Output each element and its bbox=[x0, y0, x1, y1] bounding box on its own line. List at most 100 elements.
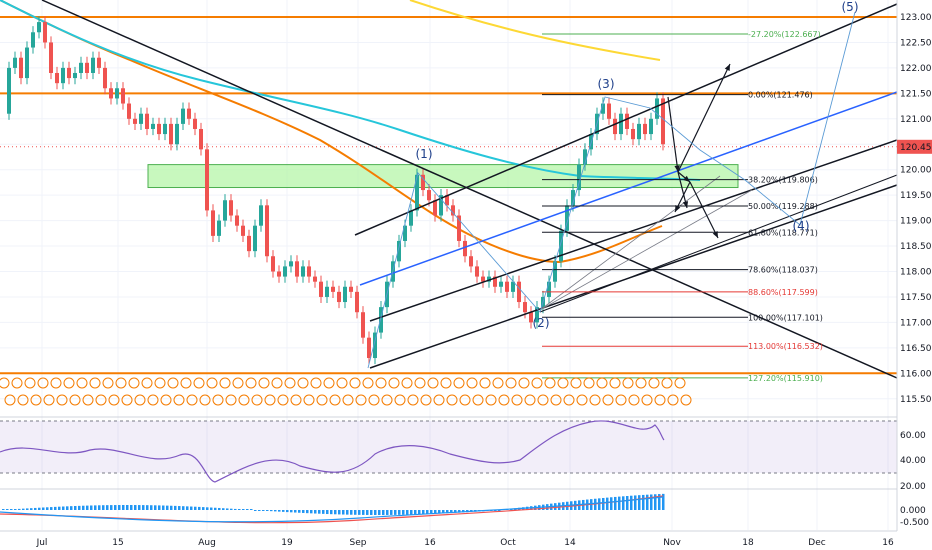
macd-histogram-bar bbox=[654, 494, 657, 510]
price-tick-label: 123.000 bbox=[900, 13, 932, 23]
wave-label-3: (3) bbox=[598, 77, 615, 91]
arrow-head bbox=[724, 64, 730, 71]
candle-body bbox=[403, 225, 407, 241]
event-icon bbox=[537, 394, 549, 406]
candle-body bbox=[133, 118, 137, 124]
event-icon bbox=[303, 394, 315, 406]
grid bbox=[0, 0, 897, 530]
macd-histogram-bar bbox=[358, 510, 361, 515]
candle-body bbox=[415, 174, 419, 211]
macd-histogram-bar bbox=[146, 505, 149, 510]
candle-body bbox=[115, 88, 119, 99]
macd-histogram-bar bbox=[90, 505, 93, 510]
event-icon bbox=[388, 377, 400, 389]
forecast-arrow bbox=[689, 181, 719, 239]
candle-body bbox=[13, 57, 17, 68]
event-icon bbox=[56, 394, 68, 406]
candle-body bbox=[235, 215, 239, 226]
macd-histogram-bar bbox=[386, 510, 389, 515]
macd-tick-label: 0.000 bbox=[900, 506, 926, 516]
event-icon bbox=[277, 394, 289, 406]
candle-body bbox=[421, 174, 425, 191]
candle-body bbox=[493, 276, 497, 287]
candle-body bbox=[49, 42, 53, 73]
event-icons bbox=[0, 377, 692, 406]
candle-body bbox=[559, 230, 563, 262]
macd-histogram-bar bbox=[266, 510, 269, 511]
event-icon bbox=[89, 377, 101, 389]
macd-histogram-bar bbox=[230, 508, 233, 510]
candle-body bbox=[97, 57, 101, 68]
event-icon bbox=[576, 394, 588, 406]
candle-body bbox=[661, 98, 665, 145]
macd-histogram-bar bbox=[94, 505, 97, 510]
price-tick-label: 118.500 bbox=[900, 242, 932, 252]
macd-histogram-bar bbox=[270, 510, 273, 512]
macd-histogram-bar bbox=[282, 510, 285, 512]
macd-histogram-bar bbox=[402, 510, 405, 515]
macd-histogram-bar bbox=[378, 510, 381, 515]
macd-histogram-bar bbox=[334, 510, 337, 515]
rsi-tick-label: 60.00 bbox=[900, 431, 926, 441]
fib-level-label: 0.00%(121.476) bbox=[748, 91, 813, 100]
candle-body bbox=[187, 108, 191, 119]
macd-histogram-bar bbox=[274, 510, 277, 512]
macd-histogram-bar bbox=[626, 496, 629, 510]
event-icon bbox=[394, 394, 406, 406]
candle-body bbox=[535, 307, 539, 323]
event-icon bbox=[550, 394, 562, 406]
event-icon bbox=[30, 394, 42, 406]
event-icon bbox=[17, 394, 29, 406]
macd-histogram-bar bbox=[394, 510, 397, 515]
macd-histogram-bar bbox=[22, 508, 25, 510]
macd-histogram-bar bbox=[646, 494, 649, 510]
macd-histogram-bar bbox=[138, 505, 141, 510]
price-tick-label: 116.000 bbox=[900, 369, 932, 379]
candle-body bbox=[565, 205, 569, 231]
macd-histogram-bar bbox=[414, 510, 417, 515]
event-icon bbox=[102, 377, 114, 389]
time-tick-label: 16 bbox=[882, 538, 894, 548]
arrow-head bbox=[712, 231, 718, 238]
fib-level-label: 78.60%(118.037) bbox=[748, 266, 818, 275]
event-icon bbox=[186, 394, 198, 406]
candle-body bbox=[193, 118, 197, 129]
macd-histogram-bar bbox=[314, 510, 317, 514]
macd-histogram-bar bbox=[442, 510, 445, 514]
macd-histogram-bar bbox=[398, 510, 401, 515]
event-icon bbox=[232, 377, 244, 389]
candle-body bbox=[607, 103, 611, 119]
arrow-head bbox=[675, 205, 681, 212]
macd-histogram-bar bbox=[446, 510, 449, 514]
event-icon bbox=[43, 394, 55, 406]
event-icon bbox=[511, 394, 523, 406]
candle-body bbox=[409, 210, 413, 226]
macd-histogram-bar bbox=[114, 505, 117, 510]
time-tick-label: 18 bbox=[742, 538, 754, 548]
event-icon bbox=[401, 377, 413, 389]
macd-histogram-bar bbox=[10, 509, 13, 510]
macd-histogram-bar bbox=[66, 506, 69, 510]
macd-histogram-bar bbox=[290, 510, 293, 513]
event-icon bbox=[453, 377, 465, 389]
macd-histogram-bar bbox=[162, 505, 165, 510]
macd-histogram-bar bbox=[346, 510, 349, 515]
candle-body bbox=[499, 281, 503, 287]
macd-tick-label: -0.500 bbox=[900, 518, 929, 528]
candle-body bbox=[505, 281, 509, 292]
time-tick-label: 19 bbox=[281, 538, 293, 548]
candle-body bbox=[361, 312, 365, 338]
candle-body bbox=[547, 281, 551, 297]
candle-body bbox=[301, 266, 305, 277]
macd-histogram-bar bbox=[302, 510, 305, 513]
event-icon bbox=[271, 377, 283, 389]
macd-histogram-bar bbox=[6, 509, 9, 510]
candle-body bbox=[367, 337, 371, 359]
event-icon bbox=[531, 377, 543, 389]
macd-histogram-bar bbox=[630, 495, 633, 510]
macd-histogram-bar bbox=[422, 510, 425, 515]
macd-histogram-bar bbox=[242, 509, 245, 510]
candle-body bbox=[349, 286, 353, 292]
macd-histogram-bar bbox=[362, 510, 365, 515]
